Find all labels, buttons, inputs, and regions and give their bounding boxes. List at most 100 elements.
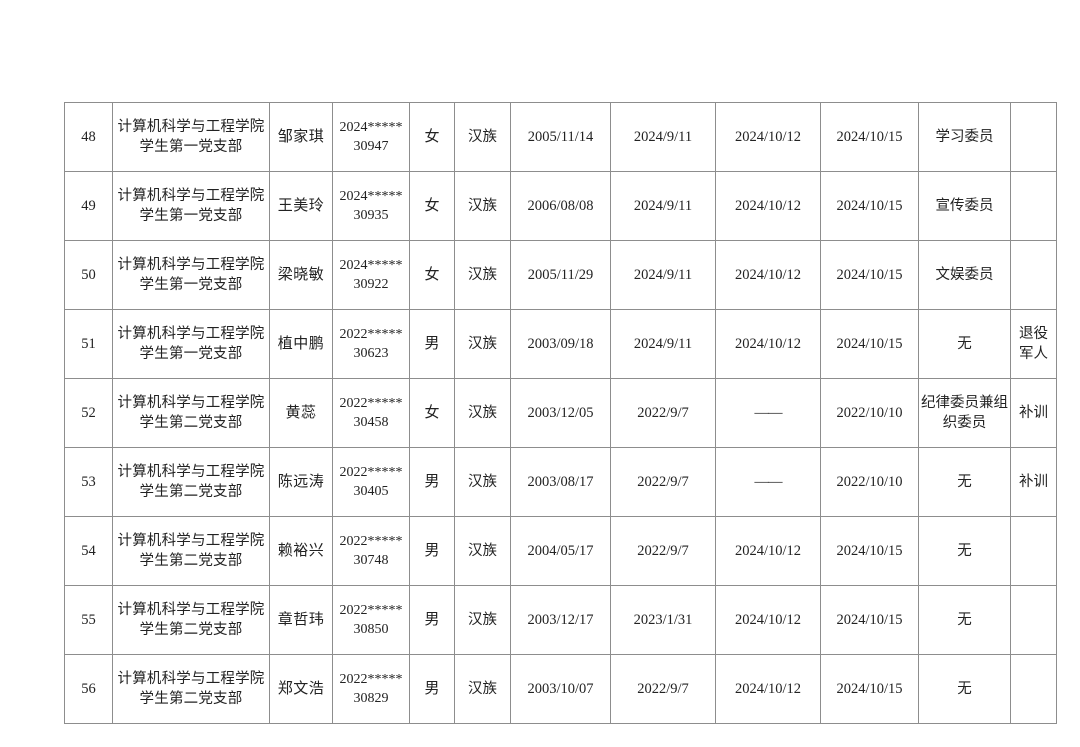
cell-student-id: 2022***** 30829 [332, 654, 410, 724]
branch-line-2: 学生第二党支部 [139, 622, 243, 638]
cell-application-date: 2023/1/31 [610, 585, 716, 655]
table-row: 52 计算机科学与工程学院 学生第二党支部 黄蕊 2022***** 30458 女汉族 20… [64, 378, 1057, 448]
cell-application-date: 2022/9/7 [610, 378, 716, 448]
cell-activist-date: —— [715, 378, 821, 448]
cell-remark: 补训 [1010, 378, 1057, 448]
cell-name: 梁晓敏 [269, 240, 333, 310]
cell-gender: 男 [409, 516, 455, 586]
branch-line-2: 学生第一党支部 [139, 277, 243, 293]
cell-branch: 计算机科学与工程学院 学生第一党支部 [112, 309, 270, 379]
cell-application-date: 2022/9/7 [610, 654, 716, 724]
cell-full-member-date: 2024/10/15 [820, 102, 919, 172]
student-id-suffix: 30935 [353, 208, 389, 223]
cell-gender: 女 [409, 378, 455, 448]
cell-gender: 男 [409, 585, 455, 655]
student-id-prefix: 2022***** [339, 464, 403, 480]
cell-remark [1010, 102, 1057, 172]
branch-line-1: 计算机科学与工程学院 [117, 602, 265, 618]
cell-full-member-date: 2024/10/15 [820, 516, 919, 586]
branch-line-1: 计算机科学与工程学院 [117, 671, 265, 687]
cell-index: 50 [64, 240, 113, 310]
cell-birth-date: 2006/08/08 [510, 171, 611, 241]
student-id-prefix: 2022***** [339, 533, 403, 549]
cell-student-id: 2022***** 30405 [332, 447, 410, 517]
cell-student-id: 2022***** 30748 [332, 516, 410, 586]
student-id-suffix: 30748 [353, 553, 389, 568]
branch-line-1: 计算机科学与工程学院 [117, 257, 265, 273]
cell-name: 章哲玮 [269, 585, 333, 655]
cell-student-id: 2024***** 30922 [332, 240, 410, 310]
student-id-prefix: 2022***** [339, 395, 403, 411]
cell-remark: 退役军人 [1010, 309, 1057, 379]
cell-full-member-date: 2022/10/10 [820, 447, 919, 517]
branch-line-1: 计算机科学与工程学院 [117, 395, 265, 411]
branch-line-2: 学生第二党支部 [139, 691, 243, 707]
cell-branch: 计算机科学与工程学院 学生第一党支部 [112, 240, 270, 310]
cell-branch: 计算机科学与工程学院 学生第二党支部 [112, 378, 270, 448]
cell-branch: 计算机科学与工程学院 学生第二党支部 [112, 516, 270, 586]
student-id-prefix: 2022***** [339, 671, 403, 687]
cell-full-member-date: 2022/10/10 [820, 378, 919, 448]
branch-line-2: 学生第二党支部 [139, 415, 243, 431]
cell-name: 黄蕊 [269, 378, 333, 448]
cell-index: 56 [64, 654, 113, 724]
branch-line-1: 计算机科学与工程学院 [117, 533, 265, 549]
cell-birth-date: 2003/12/05 [510, 378, 611, 448]
cell-name: 邹家琪 [269, 102, 333, 172]
student-id-prefix: 2022***** [339, 326, 403, 342]
cell-post: 学习委员 [918, 102, 1011, 172]
cell-name: 植中鹏 [269, 309, 333, 379]
student-id-prefix: 2024***** [339, 119, 403, 135]
cell-ethnicity: 汉族 [454, 654, 511, 724]
cell-application-date: 2024/9/11 [610, 102, 716, 172]
party-member-roster-table: 48 计算机科学与工程学院 学生第一党支部 邹家琪 2024***** 30947 女汉族 2… [64, 102, 1057, 724]
cell-ethnicity: 汉族 [454, 240, 511, 310]
cell-full-member-date: 2024/10/15 [820, 171, 919, 241]
branch-line-2: 学生第一党支部 [139, 208, 243, 224]
cell-activist-date: 2024/10/12 [715, 171, 821, 241]
cell-post: 无 [918, 654, 1011, 724]
cell-activist-date: —— [715, 447, 821, 517]
student-id-suffix: 30850 [353, 622, 389, 637]
cell-post: 纪律委员兼组织委员 [918, 378, 1011, 448]
cell-gender: 女 [409, 171, 455, 241]
branch-line-1: 计算机科学与工程学院 [117, 326, 265, 342]
cell-application-date: 2022/9/7 [610, 447, 716, 517]
cell-birth-date: 2003/12/17 [510, 585, 611, 655]
cell-remark: 补训 [1010, 447, 1057, 517]
table-row: 50 计算机科学与工程学院 学生第一党支部 梁晓敏 2024***** 30922 女汉族 2… [64, 240, 1057, 310]
cell-remark [1010, 240, 1057, 310]
branch-line-1: 计算机科学与工程学院 [117, 464, 265, 480]
cell-birth-date: 2003/08/17 [510, 447, 611, 517]
cell-name: 陈远涛 [269, 447, 333, 517]
cell-ethnicity: 汉族 [454, 447, 511, 517]
cell-student-id: 2022***** 30458 [332, 378, 410, 448]
branch-line-1: 计算机科学与工程学院 [117, 119, 265, 135]
student-id-prefix: 2024***** [339, 188, 403, 204]
cell-post: 文娱委员 [918, 240, 1011, 310]
cell-branch: 计算机科学与工程学院 学生第二党支部 [112, 585, 270, 655]
cell-birth-date: 2005/11/29 [510, 240, 611, 310]
cell-gender: 女 [409, 240, 455, 310]
cell-branch: 计算机科学与工程学院 学生第二党支部 [112, 447, 270, 517]
student-id-suffix: 30458 [353, 415, 389, 430]
cell-name: 郑文浩 [269, 654, 333, 724]
cell-post: 无 [918, 447, 1011, 517]
student-id-suffix: 30623 [353, 346, 389, 361]
cell-application-date: 2022/9/7 [610, 516, 716, 586]
student-id-suffix: 30405 [353, 484, 389, 499]
cell-remark [1010, 516, 1057, 586]
cell-branch: 计算机科学与工程学院 学生第一党支部 [112, 171, 270, 241]
cell-index: 51 [64, 309, 113, 379]
table-row: 56 计算机科学与工程学院 学生第二党支部 郑文浩 2022***** 30829 男汉族 2… [64, 654, 1057, 724]
branch-line-2: 学生第一党支部 [139, 139, 243, 155]
cell-remark [1010, 171, 1057, 241]
table-row: 54 计算机科学与工程学院 学生第二党支部 赖裕兴 2022***** 30748 男汉族 2… [64, 516, 1057, 586]
table-row: 49 计算机科学与工程学院 学生第一党支部 王美玲 2024***** 30935 女汉族 2… [64, 171, 1057, 241]
cell-index: 52 [64, 378, 113, 448]
cell-post: 无 [918, 516, 1011, 586]
cell-gender: 女 [409, 102, 455, 172]
cell-full-member-date: 2024/10/15 [820, 240, 919, 310]
cell-post: 无 [918, 309, 1011, 379]
